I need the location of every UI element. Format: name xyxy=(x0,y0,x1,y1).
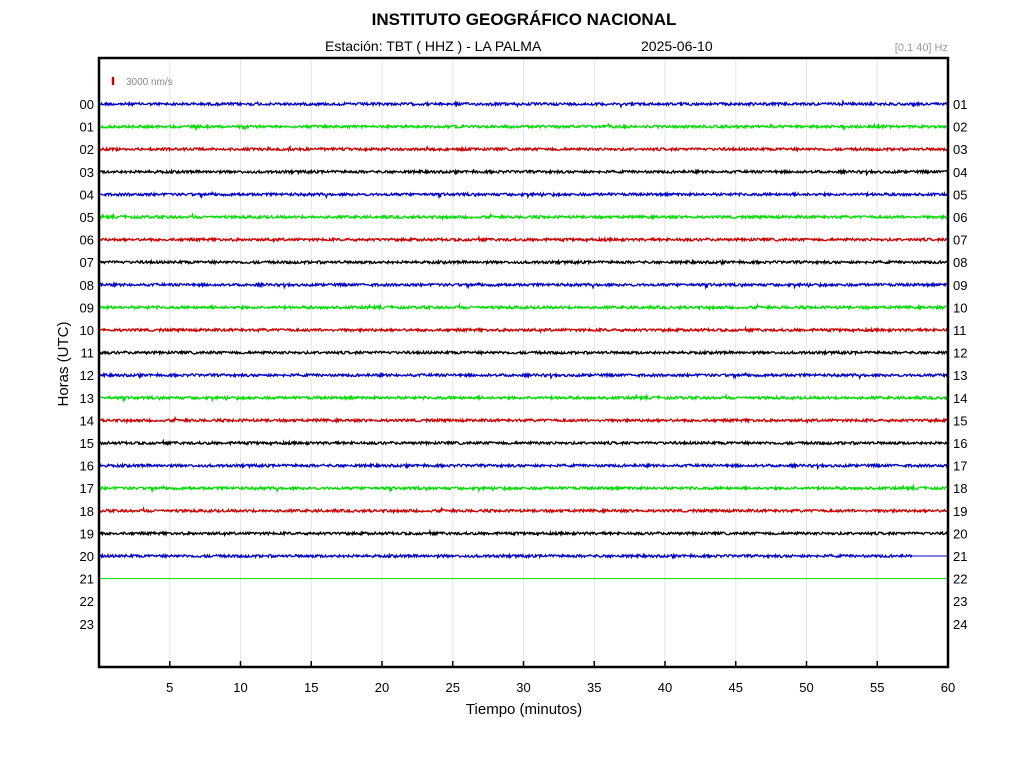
x-tick-label: 5 xyxy=(166,680,173,695)
seismic-trace-08 xyxy=(98,281,948,290)
trace-group xyxy=(98,99,949,580)
y-tick-left-label: 11 xyxy=(81,346,95,361)
y-tick-left-label: 10 xyxy=(80,323,94,338)
y-tick-right-label: 02 xyxy=(953,120,967,135)
y-tick-right-label: 17 xyxy=(953,459,967,474)
y-axis-left-ticks: 00 01 02 03 04 05 06 07 08 09 10 11 12 13 14 15 16 17 18 19… xyxy=(80,97,94,632)
y-axis-right-ticks: 01 02 03 04 05 06 07 08 09 10 11 12 13 14 15 16 17 18 19 20… xyxy=(953,97,967,632)
y-tick-right-label: 10 xyxy=(953,300,967,315)
y-tick-left-label: 01 xyxy=(80,120,94,135)
scale-bar: 3000 nm/s xyxy=(111,77,173,88)
y-tick-left-label: 23 xyxy=(80,617,94,632)
x-tick-label: 15 xyxy=(304,680,318,695)
x-tick-label: 40 xyxy=(658,680,672,695)
y-tick-left-label: 00 xyxy=(80,97,94,112)
y-tick-left-label: 16 xyxy=(80,459,94,474)
x-tick-label: 50 xyxy=(799,680,813,695)
x-axis-label: Tiempo (minutos) xyxy=(466,701,582,718)
y-tick-right-label: 21 xyxy=(953,549,967,564)
seismic-trace-20 xyxy=(98,552,913,560)
y-tick-left-label: 22 xyxy=(80,594,94,609)
y-tick-right-label: 05 xyxy=(953,187,967,202)
y-tick-left-label: 03 xyxy=(80,165,94,180)
x-tick-label: 60 xyxy=(941,680,955,695)
y-tick-left-label: 02 xyxy=(80,142,94,157)
y-tick-left-label: 07 xyxy=(80,255,94,270)
y-tick-right-label: 22 xyxy=(953,572,967,587)
seismic-trace-11 xyxy=(98,348,949,357)
y-tick-right-label: 20 xyxy=(953,526,967,541)
y-tick-left-label: 21 xyxy=(80,572,94,587)
seismic-trace-19 xyxy=(98,528,949,538)
y-tick-left-label: 15 xyxy=(80,436,94,451)
x-tick-label: 30 xyxy=(516,680,530,695)
y-axis-label: Horas (UTC) xyxy=(55,321,72,406)
seismic-trace-06 xyxy=(98,234,949,244)
y-tick-right-label: 23 xyxy=(953,594,967,609)
y-tick-left-label: 08 xyxy=(80,278,94,293)
seismic-trace-03 xyxy=(98,168,949,177)
y-tick-right-label: 04 xyxy=(953,165,967,180)
y-tick-left-label: 05 xyxy=(80,210,94,225)
y-tick-left-label: 13 xyxy=(80,391,94,406)
y-tick-right-label: 11 xyxy=(953,323,967,338)
seismic-trace-05 xyxy=(98,212,949,221)
y-tick-right-label: 06 xyxy=(953,210,967,225)
y-tick-right-label: 14 xyxy=(953,391,967,406)
seismic-trace-13 xyxy=(98,392,949,403)
seismic-trace-15 xyxy=(98,438,949,447)
seismic-trace-17 xyxy=(98,483,949,494)
seismic-trace-04 xyxy=(98,190,949,200)
x-tick-label: 45 xyxy=(729,680,743,695)
grid-lines xyxy=(169,58,878,667)
y-tick-right-label: 07 xyxy=(953,233,967,248)
seismic-trace-18 xyxy=(98,505,949,515)
seismic-trace-07 xyxy=(98,258,949,267)
y-tick-right-label: 15 xyxy=(953,413,967,428)
chart-title: INSTITUTO GEOGRÁFICO NACIONAL xyxy=(371,10,677,29)
seismic-trace-14 xyxy=(98,415,949,425)
x-tick-label: 55 xyxy=(870,680,884,695)
y-tick-left-label: 18 xyxy=(80,504,94,519)
y-tick-right-label: 18 xyxy=(953,481,967,496)
y-tick-right-label: 09 xyxy=(953,278,967,293)
y-tick-right-label: 24 xyxy=(953,617,967,632)
y-tick-left-label: 09 xyxy=(80,300,94,315)
seismic-trace-01 xyxy=(98,122,949,132)
y-tick-left-label: 20 xyxy=(80,549,94,564)
seismic-trace-12 xyxy=(98,371,949,380)
y-tick-left-label: 19 xyxy=(80,526,94,541)
filter-band-label: [0.1 40] Hz xyxy=(894,42,948,54)
seismic-trace-16 xyxy=(98,461,949,471)
x-axis-ticks: 5 10 15 20 25 30 35 40 45 50 55 60 xyxy=(166,661,955,695)
y-tick-left-label: 12 xyxy=(80,368,94,383)
x-tick-label: 20 xyxy=(375,680,389,695)
x-tick-label: 25 xyxy=(446,680,460,695)
y-tick-right-label: 16 xyxy=(953,436,967,451)
y-tick-left-label: 04 xyxy=(80,187,94,202)
y-tick-right-label: 01 xyxy=(953,97,967,112)
date-label: 2025-06-10 xyxy=(641,38,713,54)
y-tick-left-label: 06 xyxy=(80,233,94,248)
x-tick-label: 35 xyxy=(587,680,601,695)
seismic-trace-02 xyxy=(98,144,949,153)
seismic-trace-09 xyxy=(98,302,949,312)
y-tick-right-label: 08 xyxy=(953,255,967,270)
station-label: Estación: TBT ( HHZ ) - LA PALMA xyxy=(325,38,542,54)
x-tick-label: 10 xyxy=(233,680,247,695)
seismic-trace-00 xyxy=(98,99,949,109)
y-tick-right-label: 12 xyxy=(953,346,967,361)
y-tick-right-label: 19 xyxy=(953,504,967,519)
y-tick-left-label: 17 xyxy=(80,481,94,496)
scale-bar-label: 3000 nm/s xyxy=(126,77,173,88)
y-tick-left-label: 14 xyxy=(80,413,94,428)
y-tick-right-label: 03 xyxy=(953,142,967,157)
y-tick-right-label: 13 xyxy=(953,368,967,383)
seismic-trace-10 xyxy=(98,325,949,334)
